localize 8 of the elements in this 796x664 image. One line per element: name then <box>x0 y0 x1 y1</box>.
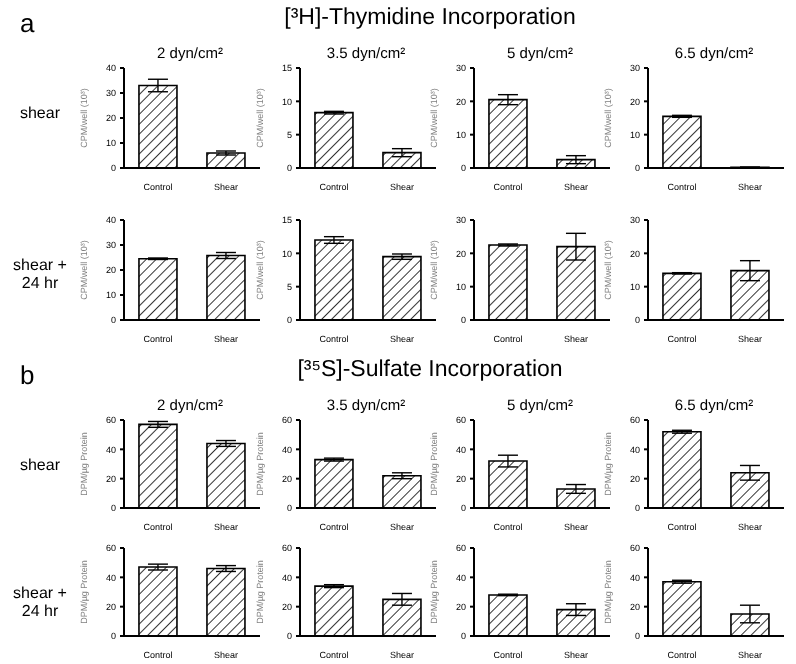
text: [³⁵S]-Sulfate Incorporation <box>295 358 565 382</box>
text: shear <box>17 104 62 122</box>
text: shear + 24 hr <box>11 256 69 292</box>
text: [³H]-Thymidine Incorporation <box>282 6 578 30</box>
text: shear + 24 hr <box>11 584 69 620</box>
text: shear <box>17 456 62 474</box>
text: a <box>20 8 35 38</box>
text: b <box>20 360 35 390</box>
